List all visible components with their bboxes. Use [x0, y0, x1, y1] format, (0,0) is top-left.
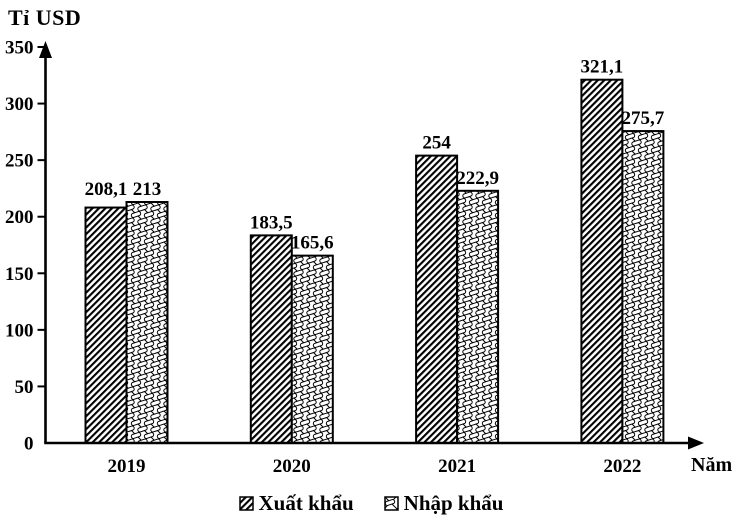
value-label-export-2022: 321,1	[581, 57, 624, 78]
value-label-import-2021: 222,9	[456, 168, 499, 189]
x-axis-arrow-icon	[688, 436, 704, 450]
bar-export-2022	[580, 78, 624, 445]
category-label-2022: 2022	[603, 456, 641, 477]
y-tick-label-250: 250	[5, 151, 34, 172]
y-tick-label-150: 150	[5, 264, 34, 285]
x-axis-title: Năm	[691, 454, 733, 476]
category-label-2021: 2021	[438, 456, 476, 477]
export-pattern-swatch-icon	[238, 496, 254, 511]
bar-export-2019	[84, 206, 128, 444]
legend-item-export: Xuất khẩu	[238, 491, 354, 516]
category-label-2020: 2020	[273, 456, 311, 477]
import-pattern-swatch-icon	[383, 496, 399, 511]
value-label-import-2022: 275,7	[622, 108, 665, 129]
axes-layer	[37, 41, 704, 450]
category-label-2019: 2019	[108, 456, 146, 477]
bar-import-2022	[621, 130, 665, 444]
y-tick-label-350: 350	[5, 38, 34, 59]
y-tick-label-300: 300	[5, 94, 34, 115]
y-tick-label-0: 0	[24, 434, 34, 455]
value-label-export-2021: 254	[422, 133, 451, 154]
value-label-export-2019: 208,1	[85, 179, 128, 200]
bar-import-2021	[456, 189, 500, 444]
bars-layer	[84, 78, 665, 445]
legend-item-import: Nhập khẩu	[383, 491, 504, 516]
bar-export-2021	[415, 154, 459, 444]
y-tick-label-50: 50	[15, 377, 34, 398]
y-tick-label-100: 100	[5, 320, 34, 341]
y-tick-label-200: 200	[5, 207, 34, 228]
bar-import-2020	[290, 254, 334, 444]
legend-label-export: Xuất khẩu	[258, 491, 354, 515]
y-axis-arrow-icon	[39, 41, 52, 58]
bar-export-2020	[249, 234, 293, 444]
legend-label-import: Nhập khẩu	[403, 491, 504, 515]
value-label-import-2019: 213	[133, 179, 162, 200]
legend: Xuất khẩu Nhập khẩu	[0, 491, 742, 516]
y-axis-title: Tỉ USD	[8, 5, 82, 30]
bar-import-2019	[125, 201, 169, 444]
value-label-export-2020: 183,5	[250, 212, 293, 233]
value-label-import-2020: 165,6	[291, 233, 334, 254]
